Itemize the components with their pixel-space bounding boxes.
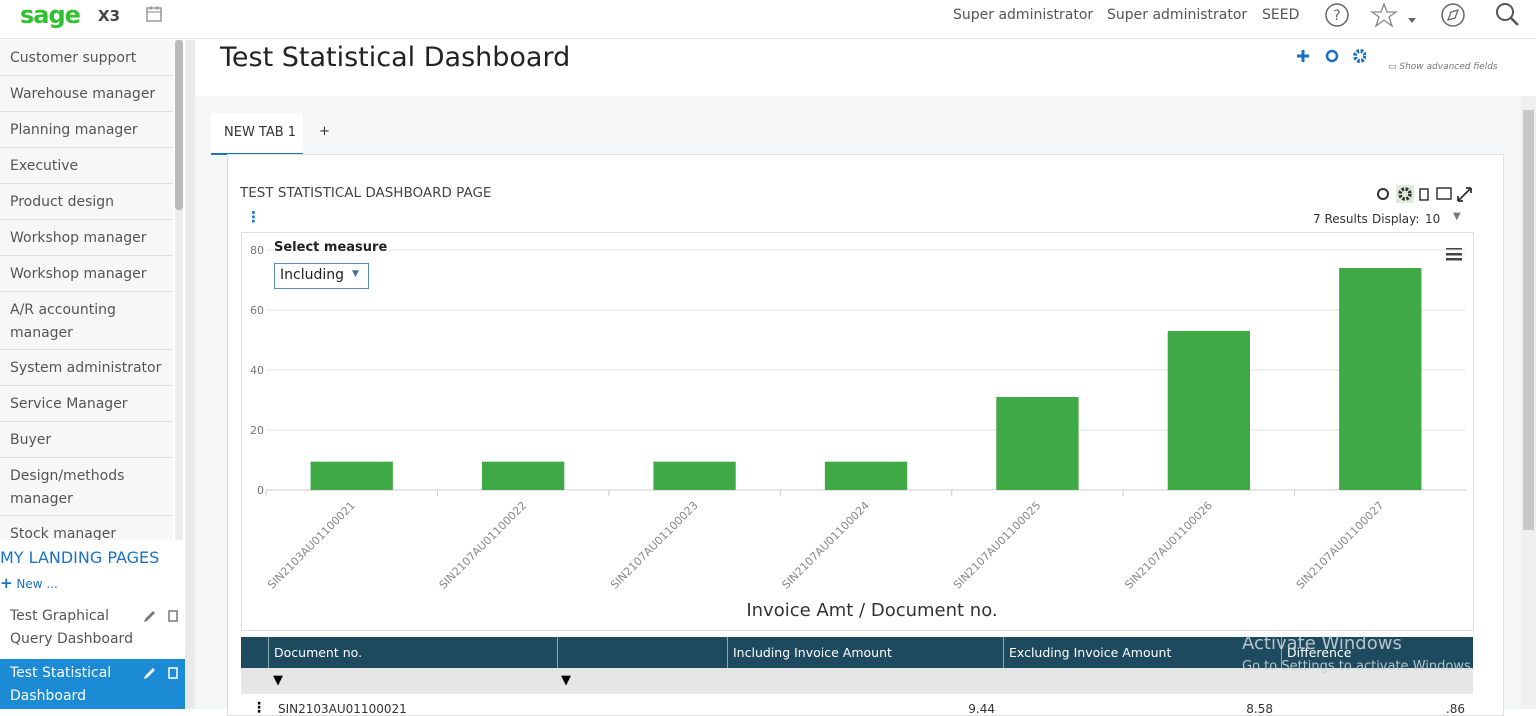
main-scroll-thumb[interactable]: [1523, 110, 1534, 530]
filter-row: [241, 668, 1473, 694]
x-tick-label: SIN2107AU01100026: [1122, 499, 1215, 592]
y-tick-label: 0: [257, 484, 264, 497]
table-col-separator: [557, 637, 727, 668]
landing-title: MY LANDING PAGES: [0, 548, 160, 567]
top-bar: [0, 0, 1536, 39]
y-tick-label: 20: [250, 424, 264, 437]
new-label[interactable]: New ...: [16, 577, 58, 591]
bar: [310, 461, 393, 490]
table-cell: .86: [1445, 702, 1465, 716]
chart-menu[interactable]: [1446, 248, 1462, 261]
watermark-text: Go to Settings to activate Windows.: [1242, 659, 1475, 674]
results-count: 7 Results: [1313, 212, 1368, 226]
display-label: Display:: [1372, 212, 1420, 226]
x-tick-label: SIN2107AU01100027: [1294, 499, 1387, 592]
column-header: Document no.: [268, 637, 557, 668]
x-tick-label: SIN2107AU01100022: [437, 499, 530, 592]
bar: [1339, 268, 1422, 490]
tab-add[interactable]: +: [319, 124, 330, 139]
header-icons[interactable]: ?: [1324, 2, 1524, 32]
tab-label[interactable]: NEW TAB 1: [224, 125, 297, 140]
sidebar-item[interactable]: Stock manager: [0, 516, 173, 540]
logo[interactable]: sage: [20, 1, 81, 29]
scrollbar-track: [175, 40, 183, 540]
sidebar-item[interactable]: Warehouse manager: [0, 76, 173, 112]
sidebar-item[interactable]: Workshop manager: [0, 256, 173, 292]
sidebar-item[interactable]: Product design: [0, 184, 173, 220]
scrollbar-thumb[interactable]: [175, 40, 183, 210]
panel-menu[interactable]: ⋮: [246, 208, 261, 226]
bar: [1167, 331, 1250, 490]
y-tick-label: 80: [250, 244, 264, 257]
landing-page-selected[interactable]: Test Statistical Dashboard: [0, 659, 185, 709]
chart: Invoice Amt / Document no. 0 20 40 60 80 SIN2…: [241, 232, 1474, 631]
sidebar-item[interactable]: System administrator: [0, 350, 173, 386]
watermark-title: Activate Windows: [1242, 633, 1402, 654]
sidebar-item[interactable]: Planning manager: [0, 112, 173, 148]
display-caret[interactable]: ▼: [1453, 211, 1461, 222]
landing-page[interactable]: Test Graphical Query Dashboard: [10, 608, 133, 647]
measure-label: Select measure: [274, 240, 388, 255]
table-cell: 9.44: [968, 702, 995, 716]
panel: [227, 154, 1504, 716]
measure-caret[interactable]: ▼: [352, 269, 359, 279]
y-tick-label: 60: [250, 304, 264, 317]
sidebar-toggle[interactable]: [185, 40, 195, 709]
table-cell: SIN2103AU01100021: [278, 702, 407, 716]
bar: [996, 397, 1079, 490]
bar: [653, 461, 736, 490]
measure-value[interactable]: Including: [280, 267, 344, 283]
user-menu[interactable]: Super administrator: [953, 7, 1094, 23]
x-tick-label: SIN2103AU01100021: [265, 499, 358, 592]
role-menu[interactable]: Super administrator: [1107, 7, 1248, 23]
x-axis-title: Invoice Amt / Document no.: [746, 600, 997, 621]
panel-actions[interactable]: [1376, 185, 1474, 203]
sidebar-item[interactable]: Design/methods manager: [0, 458, 173, 516]
sidebar-item[interactable]: A/R accounting manager: [0, 292, 173, 350]
sidebar: Customer support Warehouse manager Plannin…: [0, 40, 173, 540]
display-value[interactable]: 10: [1425, 212, 1441, 226]
product: X3: [98, 7, 121, 25]
y-tick-label: 40: [250, 364, 264, 377]
column-header: Including Invoice Amount: [727, 637, 1003, 668]
sidebar-item[interactable]: Buyer: [0, 422, 173, 458]
page-title: Test Statistical Dashboard: [220, 42, 571, 73]
table-header: [241, 637, 1473, 668]
sidebar-item[interactable]: Service Manager: [0, 386, 173, 422]
panel-title: TEST STATISTICAL DASHBOARD PAGE: [240, 185, 492, 201]
table-cell: 8.58: [1246, 702, 1273, 716]
column-header: Difference: [1281, 637, 1473, 668]
svg-text:?: ?: [1333, 8, 1340, 24]
column-header: Excluding Invoice Amount: [1003, 637, 1281, 668]
filter-icon[interactable]: ▼: [561, 673, 571, 688]
bar: [824, 461, 908, 490]
row-menu: ⋮: [252, 700, 266, 716]
landing-actions[interactable]: [142, 606, 182, 706]
measure-select[interactable]: [274, 263, 369, 289]
bar: [482, 461, 565, 490]
main-scrollbar: [1521, 96, 1536, 709]
calendar-icon[interactable]: [146, 6, 162, 22]
x-tick-label: SIN2107AU01100023: [608, 499, 701, 592]
page-actions[interactable]: [1296, 48, 1366, 66]
sidebar-item[interactable]: Customer support: [0, 40, 173, 76]
advanced-fields[interactable]: ▭ Show advanced fields: [1388, 62, 1498, 72]
sidebar-item[interactable]: Workshop manager: [0, 220, 173, 256]
sidebar-item[interactable]: Executive: [0, 148, 173, 184]
new-landing[interactable]: + New ...: [0, 574, 58, 592]
advanced-label[interactable]: Show advanced fields: [1399, 62, 1498, 72]
folder-menu[interactable]: SEED: [1262, 7, 1300, 23]
filter-icon[interactable]: ▼: [273, 673, 283, 688]
x-tick-label: SIN2107AU01100025: [951, 499, 1044, 592]
x-tick-label: SIN2107AU01100024: [779, 499, 872, 592]
